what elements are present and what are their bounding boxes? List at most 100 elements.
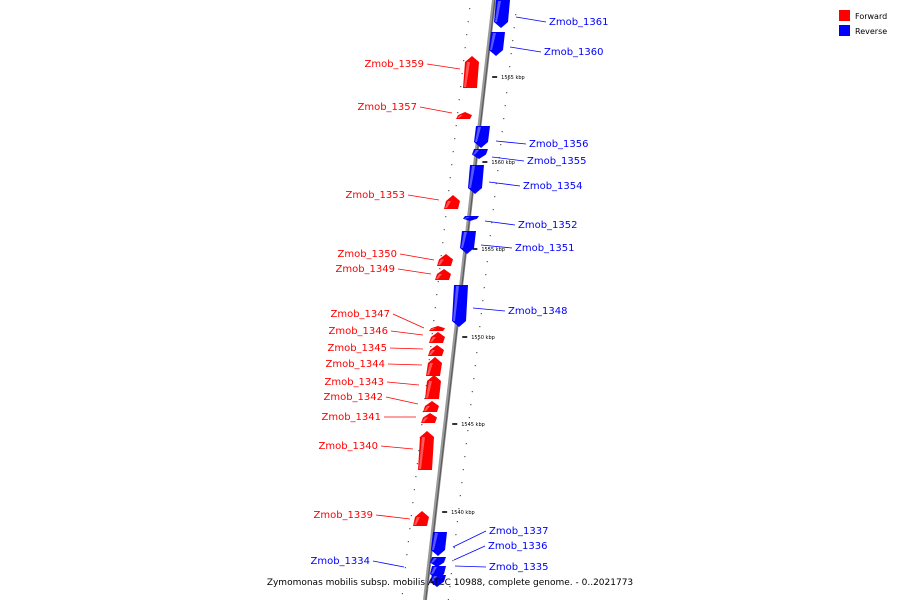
gene-label[interactable]: Zmob_1359 <box>364 59 424 70</box>
gene-arrow[interactable] <box>463 216 479 221</box>
gene-arrow[interactable] <box>452 285 468 327</box>
gene-label[interactable]: Zmob_1335 <box>489 562 549 573</box>
gene-label[interactable]: Zmob_1341 <box>321 412 381 423</box>
gene-zmob-1337[interactable] <box>431 532 447 556</box>
gene-zmob-1336[interactable] <box>430 557 446 567</box>
minor-mark <box>510 53 512 55</box>
gene-zmob-1356[interactable] <box>474 126 490 148</box>
legend: Forward Reverse <box>839 10 887 36</box>
gene-zmob-1334[interactable] <box>430 575 446 587</box>
gene-label[interactable]: Zmob_1347 <box>330 309 390 320</box>
gene-label[interactable]: Zmob_1349 <box>335 264 395 275</box>
gene-label[interactable]: Zmob_1340 <box>318 441 378 452</box>
gene-arrow[interactable] <box>494 0 510 28</box>
gene-zmob-1354[interactable] <box>468 165 484 194</box>
gene-zmob-1349[interactable] <box>435 269 451 280</box>
gene-label[interactable]: Zmob_1355 <box>527 156 587 167</box>
gene-arrow[interactable] <box>429 326 445 331</box>
gene-arrow[interactable] <box>463 56 479 88</box>
minor-mark <box>425 385 427 387</box>
minor-mark <box>503 118 505 120</box>
gene-arrow[interactable] <box>425 375 441 399</box>
gene-arrow[interactable] <box>460 231 476 254</box>
gene-arrow[interactable] <box>430 557 446 567</box>
gene-zmob-1343[interactable] <box>425 375 441 399</box>
minor-mark <box>434 307 436 309</box>
gene-leader-line <box>386 381 420 386</box>
gene-label[interactable]: Zmob_1343 <box>324 377 384 388</box>
gene-label[interactable]: Zmob_1337 <box>489 526 549 537</box>
gene-arrow[interactable] <box>456 112 472 119</box>
gene-arrow[interactable] <box>435 269 451 280</box>
gene-leader-line <box>397 268 432 275</box>
gene-label[interactable]: Zmob_1345 <box>327 343 387 354</box>
gene-arrow[interactable] <box>444 195 460 209</box>
gene-label[interactable]: Zmob_1360 <box>544 47 604 58</box>
minor-mark <box>501 131 503 133</box>
minor-mark <box>492 209 494 211</box>
gene-zmob-1361[interactable] <box>494 0 510 28</box>
genome-caption: Zymomonas mobilis subsp. mobilis ATCC 10… <box>266 578 634 588</box>
gene-label[interactable]: Zmob_1339 <box>313 510 373 521</box>
gene-zmob-1357[interactable] <box>456 112 472 119</box>
minor-mark <box>495 183 497 185</box>
gene-zmob-1346[interactable] <box>429 332 445 343</box>
gene-arrow[interactable] <box>472 149 488 159</box>
gene-zmob-1341[interactable] <box>421 413 437 423</box>
gene-label[interactable]: Zmob_1344 <box>325 359 385 370</box>
gene-highlight <box>469 166 475 188</box>
gene-highlight <box>431 576 437 582</box>
gene-label[interactable]: Zmob_1357 <box>357 102 417 113</box>
gene-arrow[interactable] <box>429 332 445 343</box>
gene-label[interactable]: Zmob_1336 <box>488 541 548 552</box>
minor-mark <box>488 248 490 250</box>
gene-arrow[interactable] <box>431 532 447 556</box>
gene-arrow[interactable] <box>423 401 439 412</box>
gene-label[interactable]: Zmob_1356 <box>529 139 589 150</box>
gene-arrow[interactable] <box>426 357 442 376</box>
gene-zmob-1359[interactable] <box>463 56 479 88</box>
gene-zmob-1345[interactable] <box>428 345 444 356</box>
gene-arrow[interactable] <box>489 32 505 56</box>
gene-arrow[interactable] <box>413 511 429 526</box>
gene-label[interactable]: Zmob_1354 <box>523 181 583 192</box>
gene-label[interactable]: Zmob_1342 <box>323 392 383 403</box>
gene-arrow[interactable] <box>468 165 484 194</box>
minor-mark <box>457 112 459 114</box>
gene-label[interactable]: Zmob_1334 <box>310 556 370 567</box>
gene-arrow[interactable] <box>437 254 453 266</box>
gene-arrow[interactable] <box>421 413 437 423</box>
minor-mark <box>464 47 466 49</box>
gene-label[interactable]: Zmob_1348 <box>508 306 568 317</box>
minor-mark <box>459 495 461 497</box>
gene-label[interactable]: Zmob_1352 <box>518 220 578 231</box>
gene-zmob-1340[interactable] <box>418 431 434 470</box>
gene-arrow[interactable] <box>430 575 446 587</box>
gene-zmob-1344[interactable] <box>426 357 442 376</box>
minor-mark <box>461 482 463 484</box>
gene-leader-line <box>488 181 521 187</box>
gene-zmob-1342[interactable] <box>423 401 439 412</box>
gene-highlight <box>431 558 437 563</box>
minor-mark <box>449 586 451 588</box>
gene-arrow[interactable] <box>474 126 490 148</box>
gene-label[interactable]: Zmob_1361 <box>549 17 609 28</box>
gene-label[interactable]: Zmob_1346 <box>328 326 388 337</box>
gene-zmob-1355[interactable] <box>472 149 488 159</box>
gene-zmob-1339[interactable] <box>413 511 429 526</box>
gene-zmob-1353[interactable] <box>444 195 460 209</box>
minor-mark <box>504 105 506 107</box>
gene-zmob-1348[interactable] <box>452 285 468 327</box>
gene-arrow[interactable] <box>428 345 444 356</box>
gene-label[interactable]: Zmob_1353 <box>345 190 405 201</box>
gene-zmob-1360[interactable] <box>489 32 505 56</box>
gene-highlight <box>464 217 470 219</box>
gene-arrow[interactable] <box>418 431 434 470</box>
gene-zmob-1350[interactable] <box>437 254 453 266</box>
gene-zmob-1347[interactable] <box>429 326 445 331</box>
gene-label[interactable]: Zmob_1351 <box>515 243 575 254</box>
minor-mark <box>433 320 435 322</box>
gene-label[interactable]: Zmob_1350 <box>337 249 397 260</box>
gene-zmob-1352[interactable] <box>463 216 479 221</box>
gene-zmob-1351[interactable] <box>460 231 476 254</box>
